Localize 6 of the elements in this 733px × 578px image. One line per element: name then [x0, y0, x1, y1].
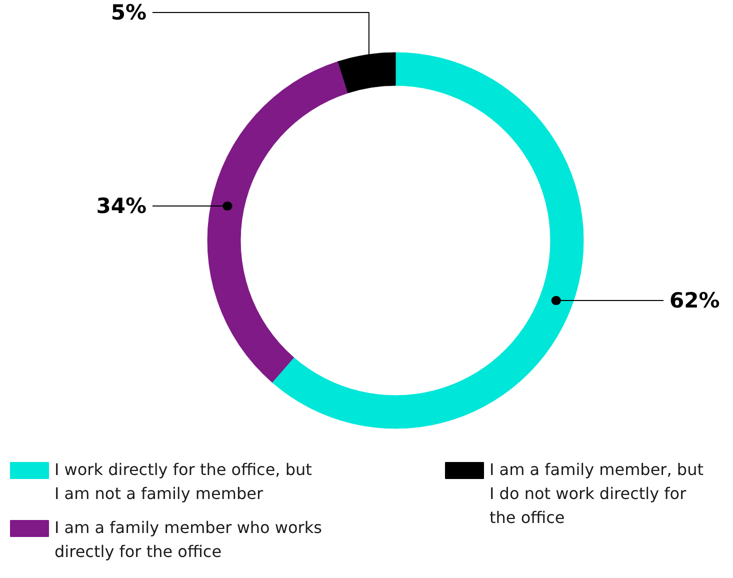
legend-label: I work directly for the office, but I am not a family member [54, 460, 312, 503]
data-label: 62% [670, 288, 720, 313]
legend-label: I am a family member, but I do not work directly for the office [490, 460, 704, 527]
legend-label: I am a family member who works directly for the office [54, 518, 322, 561]
data-label: 5% [110, 0, 147, 24]
data-label: 34% [96, 194, 146, 218]
